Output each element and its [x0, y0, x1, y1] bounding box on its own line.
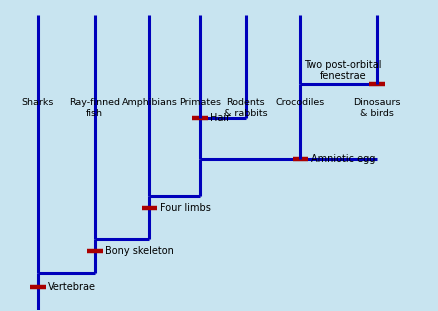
Text: Vertebrae: Vertebrae	[48, 282, 96, 292]
Text: Ray-finned
fish: Ray-finned fish	[69, 98, 120, 118]
Text: Rodents
& rabbits: Rodents & rabbits	[223, 98, 267, 118]
Text: Four limbs: Four limbs	[159, 203, 210, 213]
Text: Crocodiles: Crocodiles	[275, 98, 325, 107]
Text: Bony skeleton: Bony skeleton	[105, 247, 173, 257]
Text: Amphibians: Amphibians	[121, 98, 177, 107]
Text: Sharks: Sharks	[21, 98, 54, 107]
Text: Primates: Primates	[178, 98, 220, 107]
Text: Hair: Hair	[209, 113, 230, 123]
Text: Amniotic egg: Amniotic egg	[310, 154, 374, 164]
Text: Two post-orbital
fenestrae: Two post-orbital fenestrae	[304, 60, 381, 81]
Text: Dinosaurs
& birds: Dinosaurs & birds	[353, 98, 400, 118]
